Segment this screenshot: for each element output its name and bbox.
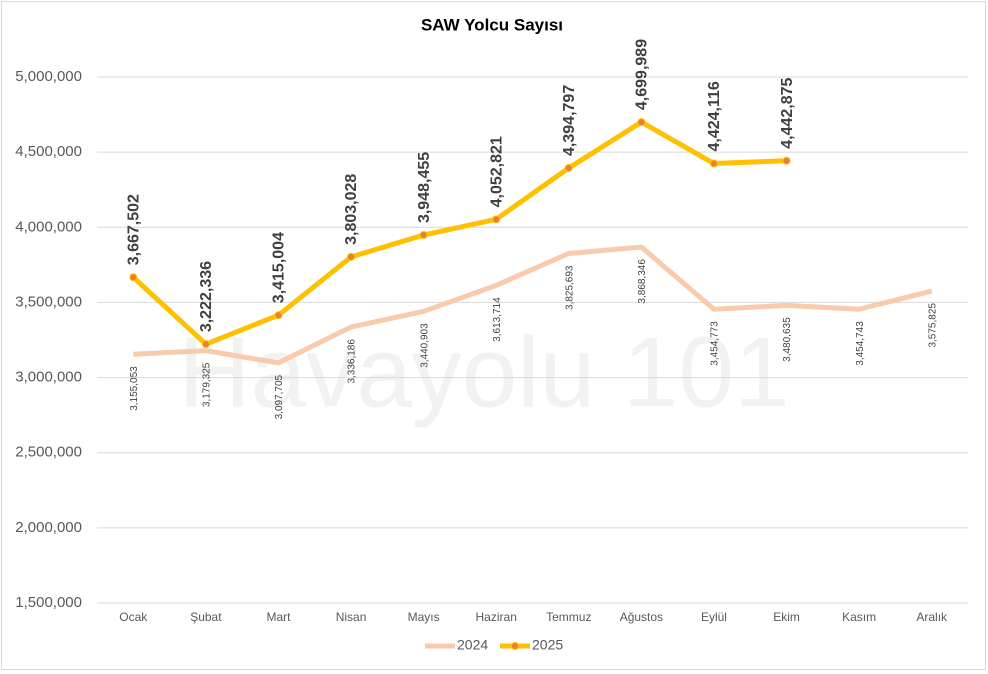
- y-tick-label: 4,000,000: [15, 218, 82, 235]
- value-label: 3,613,714: [492, 297, 503, 342]
- y-tick-label: 3,000,000: [15, 369, 82, 386]
- value-label: 4,442,875: [779, 77, 796, 148]
- value-label: 3,454,773: [710, 321, 721, 366]
- point: [419, 231, 428, 240]
- x-tick-label: Eylül: [701, 610, 727, 624]
- point: [782, 156, 791, 165]
- value-label: 3,948,455: [416, 152, 433, 223]
- point: [564, 163, 573, 172]
- x-tick-label: Mart: [266, 610, 291, 624]
- x-tick-label: Aralık: [916, 610, 948, 624]
- value-label: 3,222,336: [198, 261, 215, 332]
- value-label: 4,394,797: [561, 85, 578, 156]
- point: [201, 340, 210, 349]
- y-tick-label: 1,500,000: [15, 594, 82, 611]
- series-line: [131, 119, 787, 347]
- x-tick-label: Temmuz: [546, 610, 591, 624]
- x-tick-label: Şubat: [190, 610, 222, 624]
- value-label: 3,575,825: [927, 303, 938, 348]
- point: [347, 252, 356, 261]
- point: [709, 159, 718, 168]
- point: [492, 215, 501, 224]
- series-line: [133, 244, 933, 366]
- point: [129, 273, 138, 282]
- legend-label: 2024: [457, 637, 488, 653]
- x-tick-label: Mayıs: [408, 610, 440, 624]
- value-label: 4,424,116: [706, 81, 723, 151]
- x-tick-label: Nisan: [336, 610, 367, 624]
- point: [274, 311, 283, 320]
- x-tick-label: Ocak: [119, 610, 148, 624]
- value-label: 3,868,346: [637, 259, 648, 304]
- value-label: 3,336,186: [347, 339, 358, 384]
- value-label: 3,155,053: [129, 366, 140, 411]
- value-label: 4,699,989: [634, 39, 651, 110]
- value-label: 3,667,502: [126, 194, 143, 265]
- y-tick-label: 3,500,000: [15, 293, 82, 310]
- y-tick-label: 2,000,000: [15, 519, 82, 536]
- legend-label: 2025: [532, 637, 563, 653]
- value-label: 3,803,028: [343, 174, 360, 245]
- watermark: Havayolu 101: [178, 316, 790, 428]
- value-label: 3,825,693: [564, 265, 575, 310]
- value-label: 4,052,821: [488, 136, 505, 207]
- value-label: 3,179,325: [202, 362, 213, 407]
- x-tick-label: Kasım: [842, 610, 876, 624]
- chart-title: SAW Yolcu Sayısı: [421, 15, 563, 34]
- value-label: 3,454,743: [855, 321, 866, 366]
- value-label: 3,440,903: [419, 323, 430, 368]
- y-tick-label: 2,500,000: [15, 444, 82, 461]
- x-tick-label: Haziran: [476, 610, 517, 624]
- x-tick-label: Ağustos: [620, 610, 663, 624]
- y-tick-label: 4,500,000: [15, 143, 82, 160]
- point: [637, 118, 646, 127]
- value-label: 3,480,635: [782, 317, 793, 362]
- y-tick-label: 5,000,000: [15, 68, 82, 85]
- x-tick-label: Ekim: [773, 610, 800, 624]
- value-label: 3,415,004: [271, 232, 288, 303]
- value-label: 3,097,705: [274, 374, 285, 419]
- legend-marker: [511, 642, 519, 650]
